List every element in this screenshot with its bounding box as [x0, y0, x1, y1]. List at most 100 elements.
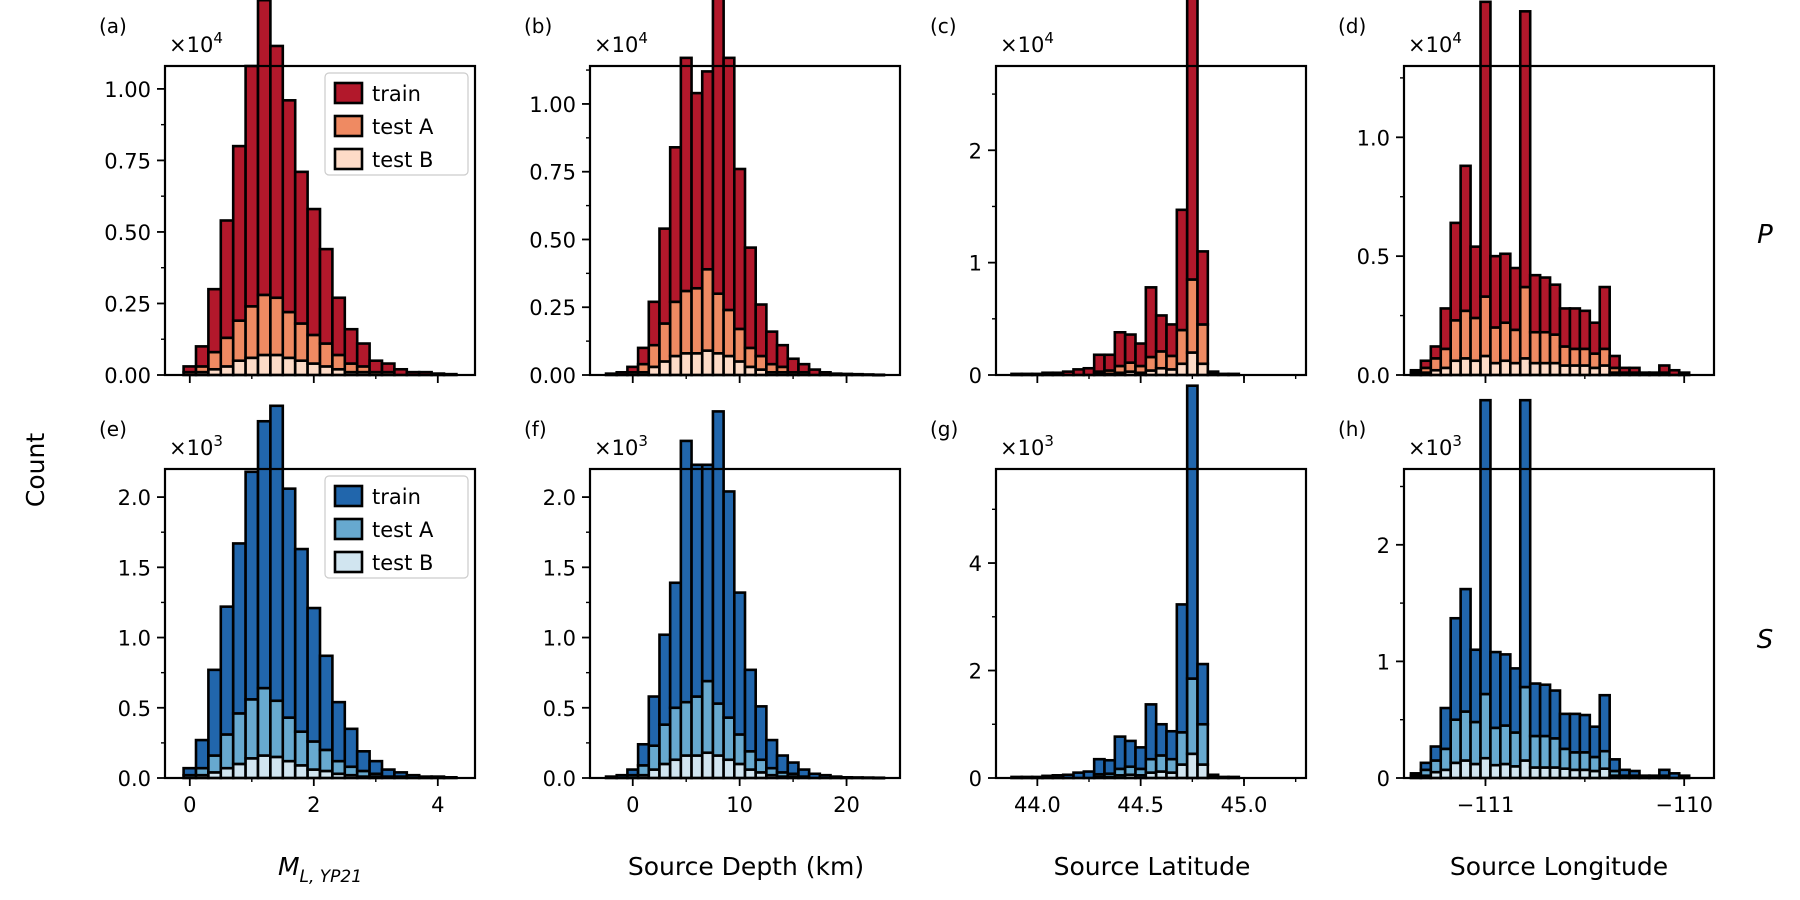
bar-test-a [1165, 757, 1179, 774]
bar-train [355, 750, 371, 773]
bar-test-a [1165, 354, 1179, 371]
bar-train [306, 207, 322, 337]
bar-train [1608, 758, 1621, 773]
bar-test-b [1538, 361, 1552, 377]
y-tick-label: 1.5 [118, 556, 151, 580]
axis-multiplier: ×104 [169, 29, 223, 57]
bar-test-a [269, 296, 285, 357]
bar-test-a [1449, 718, 1462, 765]
bar-train [1479, 0, 1492, 298]
bar-test-a [1469, 316, 1482, 363]
bar-train [1578, 713, 1592, 754]
bar-train [355, 342, 371, 368]
bar-train [765, 330, 779, 366]
bar-test-a [711, 702, 725, 757]
bar-test-b [679, 754, 693, 780]
bar-train [797, 362, 811, 374]
plot-frame [163, 64, 477, 377]
bar-test-b [1528, 361, 1542, 377]
bar-train [256, 419, 272, 690]
y-tick-label: 0.00 [104, 364, 151, 388]
bar-train [231, 542, 247, 715]
bar-train [1165, 729, 1179, 761]
bar-train [1578, 309, 1592, 351]
y-tick-label: 1.00 [104, 78, 151, 102]
legend-swatch [333, 550, 364, 574]
bar-test-a [1588, 755, 1602, 773]
bar-train [1548, 283, 1562, 336]
bar-train [380, 362, 396, 374]
bar-test-a [1429, 357, 1443, 372]
bar-test-a [1175, 328, 1189, 366]
bar-test-a [331, 353, 347, 371]
bar-train [1558, 712, 1572, 751]
bar-test-b [690, 754, 704, 780]
bar-test-b [690, 352, 704, 377]
bar-test-a [1568, 751, 1582, 772]
bar-test-a [207, 754, 223, 774]
bar-test-a [722, 716, 736, 762]
bar-test-b [219, 766, 235, 780]
bar-train [733, 591, 747, 736]
bar-train [306, 606, 322, 743]
bar-test-a [293, 322, 309, 362]
bar-test-a [733, 327, 747, 363]
bar-test-a [219, 336, 235, 368]
plot-frame [994, 64, 1308, 377]
xlabel-latitude: Source Latitude [1054, 852, 1251, 881]
bar-train [281, 487, 297, 719]
x-tick-label: 45.0 [1221, 793, 1268, 817]
panel-label: (b) [524, 14, 552, 38]
panel-label: (f) [524, 417, 547, 441]
bar-test-b [668, 354, 683, 377]
bar-test-a [1196, 323, 1210, 366]
bar-train [1113, 735, 1127, 771]
x-tick-label: 0 [183, 793, 196, 817]
bar-test-a [1568, 347, 1582, 367]
bar-train [700, 463, 715, 683]
bar-test-a [256, 293, 272, 357]
x-tick-label: −111 [1457, 793, 1515, 817]
bar-test-b [658, 762, 672, 780]
bar-train [1568, 307, 1582, 351]
bar-train [343, 727, 359, 769]
bar-train [318, 247, 334, 345]
figure-ylabel: Count [21, 433, 50, 507]
legend-label: test B [372, 551, 433, 575]
bar-train [194, 738, 210, 770]
bar-train [1628, 769, 1641, 777]
bar-test-b [711, 352, 725, 377]
bar-train [1548, 689, 1562, 740]
bar-train [182, 365, 198, 374]
bar-train [1449, 616, 1462, 721]
bar-test-b [733, 360, 747, 377]
bar-train [668, 581, 683, 710]
bar-train [1175, 208, 1189, 332]
y-tick-label: 1.0 [118, 627, 151, 651]
y-tick-label: 0 [969, 364, 982, 388]
bar-train [1608, 354, 1621, 370]
panel-e: 0.0 0.5 1.0 1.5 2.0 0 2 4 (e) ×103 train test A test… [99, 404, 477, 817]
bar-test-a [636, 764, 651, 777]
y-tick-label: 0.50 [529, 228, 576, 252]
bar-test-b [711, 754, 725, 780]
bar-train [754, 705, 768, 762]
bar-train [679, 439, 693, 704]
bar-train [1598, 693, 1611, 753]
bar-test-a [331, 759, 347, 776]
bar-train [1092, 353, 1106, 373]
bar-test-b [1598, 767, 1611, 780]
bar-train [1439, 307, 1453, 351]
bar-test-b [1528, 766, 1542, 780]
y-tick-label: 2.0 [543, 486, 576, 510]
bar-train [1568, 712, 1582, 754]
bar-train [182, 766, 198, 777]
bar-test-a [647, 744, 661, 771]
bar-test-a [231, 712, 247, 766]
bar-train [1658, 768, 1671, 777]
bar-train [626, 768, 640, 777]
legend-swatch [333, 147, 364, 171]
bar-test-b [1489, 763, 1502, 780]
bar-test-b [733, 762, 747, 780]
bar-train [1469, 648, 1482, 724]
